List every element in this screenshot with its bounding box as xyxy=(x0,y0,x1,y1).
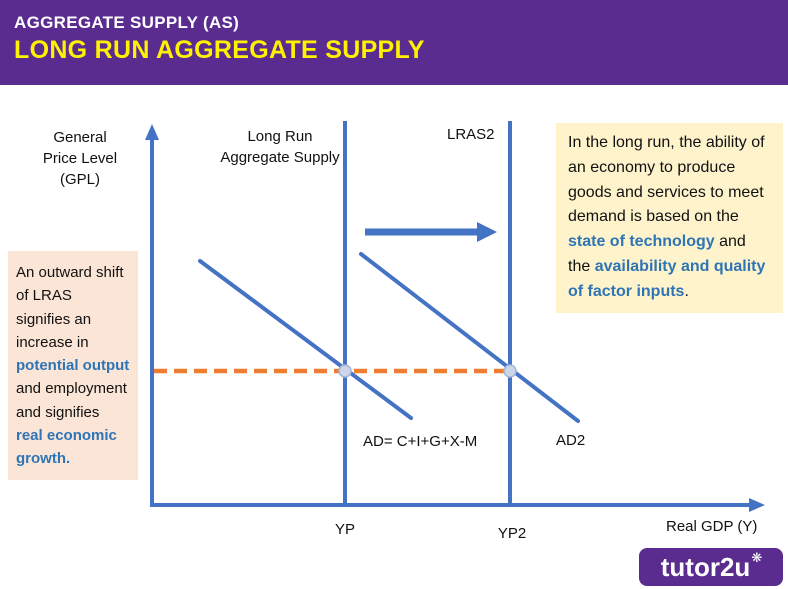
equilibrium-dot-1 xyxy=(338,364,352,378)
logo-flower-icon: ❋ xyxy=(751,550,763,565)
tutor2u-logo: tutor2u ❋ xyxy=(639,548,783,586)
ad2-label: AD2 xyxy=(556,432,586,449)
equilibrium-dot-2 xyxy=(503,364,517,378)
x-axis-label: Real GDP (Y) xyxy=(666,518,758,535)
ad2-curve xyxy=(359,252,580,423)
right-note: In the long run, the ability of an econo… xyxy=(556,123,783,313)
y-axis-label: General Price Level (GPL) xyxy=(42,129,118,188)
yp-axis-label: YP xyxy=(334,521,355,538)
yp2-axis-label: YP2 xyxy=(497,525,527,542)
lras2-label: LRAS2 xyxy=(447,126,495,143)
lras1-label: Long Run Aggregate Supply xyxy=(220,128,340,166)
header-banner: AGGREGATE SUPPLY (AS) LONG RUN AGGREGATE… xyxy=(0,0,788,85)
left-note: An outward shift of LRAS signifies an in… xyxy=(8,251,138,481)
shift-arrowhead-icon xyxy=(477,222,497,242)
logo-text: tutor2u xyxy=(660,551,751,582)
page-subtitle: LONG RUN AGGREGATE SUPPLY xyxy=(14,36,425,64)
y-axis-arrowhead-icon xyxy=(145,124,159,140)
page-title: AGGREGATE SUPPLY (AS) xyxy=(14,13,240,32)
ad1-label: AD= C+I+G+X-M xyxy=(363,433,478,450)
ad1-curve xyxy=(198,259,413,420)
x-axis-arrowhead-icon xyxy=(749,498,765,512)
